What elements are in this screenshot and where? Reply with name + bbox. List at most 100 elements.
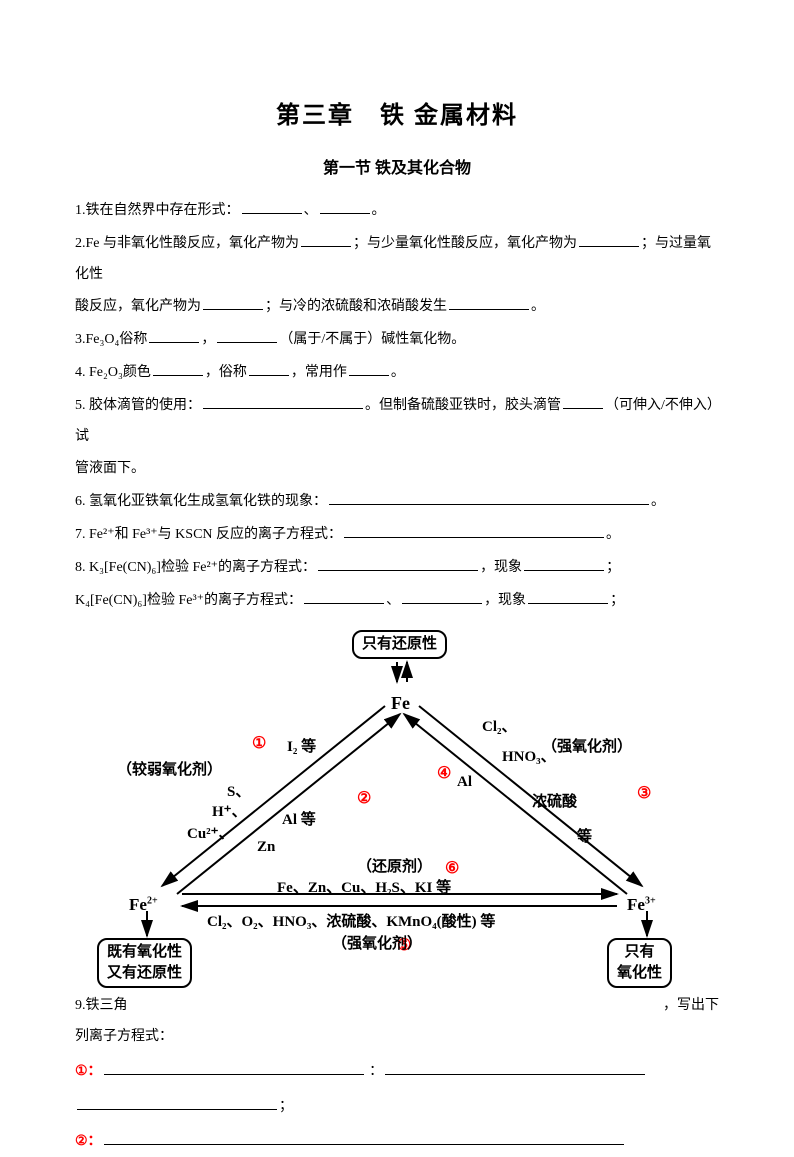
q1: 1.铁在自然界中存在形式： 、 。 (75, 196, 719, 227)
q2-text-b: ；与少量氧化性酸反应，氧化产物为 (353, 236, 577, 251)
blank (402, 603, 482, 604)
blank (344, 537, 604, 538)
blank (385, 1074, 645, 1075)
mid-red: Fe、Zn、Cu、H₂S、KI 等 (277, 872, 451, 905)
q1-text-a: 1.铁在自然界中存在形式： (75, 203, 240, 218)
q2-text-a: 2.Fe 与非氧化性酸反应，氧化产物为 (75, 236, 299, 251)
box-bottom-left: 既有氧化性 又有还原性 (97, 938, 192, 988)
blank (563, 408, 603, 409)
right-deng: 等 (577, 821, 592, 854)
q6-text-b: 。 (651, 494, 665, 509)
q4-text-b: ，俗称 (205, 365, 247, 380)
br-l1: 只有 (617, 942, 662, 963)
answer-1b: ； (75, 1092, 719, 1123)
br-l2: 氧化性 (617, 963, 662, 984)
q5-text-a: 5. 胶体滴管的使用： (75, 398, 201, 413)
q5-text-d: 管液面下。 (75, 461, 145, 476)
q9-below: 列离子方程式： (75, 1022, 719, 1053)
q3-text-c: （属于/不属于）碱性氧化物。 (279, 332, 465, 347)
blank (301, 246, 351, 247)
q6: 6. 氢氧化亚铁氧化生成氢氧化铁的现象： 。 (75, 487, 719, 518)
q5-cont: 管液面下。 (75, 454, 719, 485)
q2: 2.Fe 与非氧化性酸反应，氧化产物为；与少量氧化性酸反应，氧化产物为；与过量氧… (75, 229, 719, 291)
ans1-num: ①： (75, 1064, 102, 1079)
q4-text-d: 。 (391, 365, 405, 380)
q3-text-a: 3.Fe₃O₄俗称 (75, 332, 147, 347)
q3: 3.Fe₃O₄俗称 ， （属于/不属于）碱性氧化物。 (75, 325, 719, 356)
q2-text-e: ；与冷的浓硫酸和浓硝酸发生 (265, 299, 447, 314)
blank (242, 213, 302, 214)
blank (153, 375, 203, 376)
q2-text-d: 酸反应，氧化产物为 (75, 299, 201, 314)
q8d-text-b: 、 (386, 593, 400, 608)
blank (104, 1144, 624, 1145)
iron-triangle-diagram: 只有还原性 Fe Fe2+ Fe3+ 既有氧化性 又有还原性 只有 氧化性 ① … (87, 626, 707, 996)
blank (349, 375, 389, 376)
q8: 8. K₃[Fe(CN)₆]检验 Fe²⁺的离子方程式： ，现象 ； (75, 553, 719, 584)
q7: 7. Fe²⁺和 Fe³⁺与 KSCN 反应的离子方程式： 。 (75, 520, 719, 551)
blank (149, 342, 199, 343)
blank (329, 504, 649, 505)
left-cu: Cu²⁺、 (187, 818, 234, 851)
ans2-num: ②： (75, 1134, 102, 1149)
q1-text-b: 、 (304, 203, 318, 218)
answer-2: ②： (75, 1127, 719, 1157)
bl-l1: 既有氧化性 (107, 942, 182, 963)
answer-1: ①： ： (75, 1057, 719, 1088)
blank (304, 603, 384, 604)
label-weak-ox: （较弱氧化剂） (117, 754, 222, 787)
blank (104, 1074, 364, 1075)
right-al: Al (457, 766, 472, 799)
blank (77, 1109, 277, 1110)
q8d-text-c: ，现象 (484, 593, 526, 608)
q8d-text-a: K₄[Fe(CN)₆]检验 Fe³⁺的离子方程式： (75, 593, 302, 608)
node-fe2: Fe2+ (129, 886, 158, 923)
node-fe: Fe (391, 684, 410, 724)
right-liuh: 浓硫酸 (532, 786, 577, 819)
blank (320, 213, 370, 214)
circle-3: ③ (637, 776, 651, 811)
q5-text-b: 。但制备硫酸亚铁时，胶头滴管 (365, 398, 561, 413)
q8-text-c: ； (606, 560, 620, 575)
q6-text-a: 6. 氢氧化亚铁氧化生成氢氧化铁的现象： (75, 494, 327, 509)
q7-text-a: 7. Fe²⁺和 Fe³⁺与 KSCN 反应的离子方程式： (75, 527, 342, 542)
q4: 4. Fe₂O₃颜色 ，俗称 ，常用作 。 (75, 358, 719, 389)
q2-cont: 酸反应，氧化产物为 ；与冷的浓硫酸和浓硝酸发生 。 (75, 292, 719, 323)
blank (318, 570, 478, 571)
blank (579, 246, 639, 247)
q8d: K₄[Fe(CN)₆]检验 Fe³⁺的离子方程式： 、 ，现象 ； (75, 586, 719, 617)
box-bottom-right: 只有 氧化性 (607, 938, 672, 988)
left-al: Al 等 (282, 804, 316, 837)
q1-text-c: 。 (372, 203, 386, 218)
q3-text-b: ， (201, 332, 215, 347)
right-cl2: Cl₂、 (482, 711, 517, 744)
blank (449, 309, 529, 310)
chapter-title: 第三章 铁 金属材料 (75, 90, 719, 143)
q8d-text-d: ； (610, 593, 624, 608)
node-fe3: Fe3+ (627, 886, 656, 923)
section-title: 第一节 铁及其化合物 (75, 151, 719, 186)
blank (524, 570, 604, 571)
blank (203, 408, 363, 409)
q7-text-b: 。 (606, 527, 620, 542)
box-top: 只有还原性 (352, 630, 447, 659)
q2-text-f: 。 (531, 299, 545, 314)
ans1-sep: ： (369, 1064, 383, 1079)
left-zn: Zn (257, 831, 275, 864)
right-hno3: HNO₃、 (502, 741, 556, 774)
circle-4: ④ (437, 756, 451, 791)
q4-text-a: 4. Fe₂O₃颜色 (75, 365, 151, 380)
mid-ox: Cl₂、O₂、HNO₃、浓硫酸、KMnO₄(酸性) 等 (207, 906, 495, 939)
q5: 5. 胶体滴管的使用：。但制备硫酸亚铁时，胶头滴管（可伸入/不伸入）试 (75, 391, 719, 453)
blank (203, 309, 263, 310)
q4-text-c: ，常用作 (291, 365, 347, 380)
blank (217, 342, 277, 343)
circle-1: ① (252, 726, 266, 761)
circle-2: ② (357, 781, 371, 816)
left-i2: I₂ 等 (287, 731, 316, 764)
q8-text-a: 8. K₃[Fe(CN)₆]检验 Fe²⁺的离子方程式： (75, 560, 316, 575)
bl-l2: 又有还原性 (107, 963, 182, 984)
blank (528, 603, 608, 604)
q8-text-b: ，现象 (480, 560, 522, 575)
blank (249, 375, 289, 376)
